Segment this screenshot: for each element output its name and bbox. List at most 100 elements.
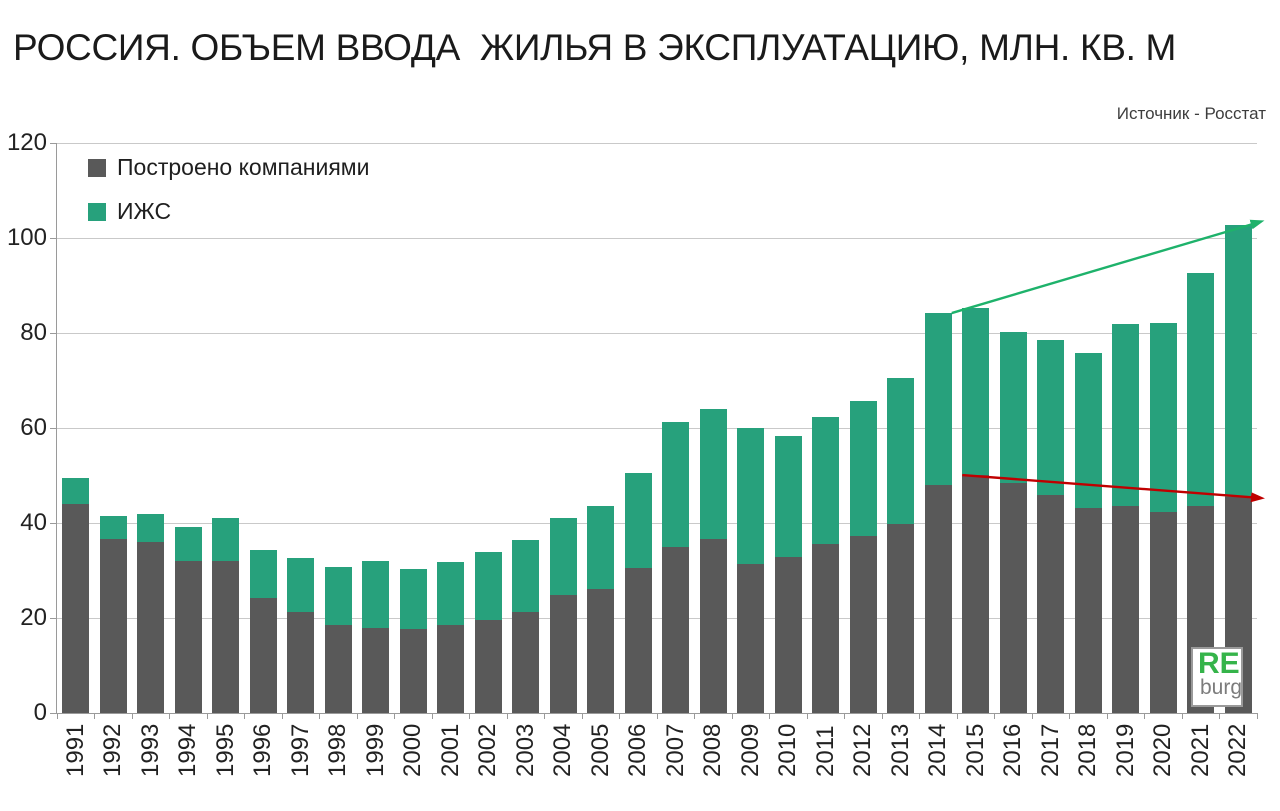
gridline-100 [57, 237, 1257, 239]
y-axis-label-40: 40 [20, 509, 47, 536]
x-tick-12 [506, 713, 508, 719]
x-axis-label-2012: 2012 [849, 723, 877, 777]
x-axis-label-2004: 2004 [549, 723, 577, 777]
bar-2015-companies [962, 475, 990, 713]
bar-2017-companies [1037, 494, 1065, 713]
x-tick-8 [356, 713, 358, 719]
bar-1993-companies [137, 541, 165, 713]
bar-2015-izhs [962, 307, 990, 475]
bar-2014-izhs [924, 313, 952, 485]
y-axis-label-120: 120 [6, 129, 47, 156]
bar-2011-izhs [812, 417, 840, 545]
x-tick-21 [844, 713, 845, 719]
reburg-logo: RE burg [1191, 647, 1243, 707]
x-tick-31 [1219, 713, 1220, 719]
bar-2012-companies [849, 535, 877, 713]
x-axis-label-2009: 2009 [736, 723, 764, 777]
bar-1994-izhs [174, 526, 202, 561]
x-axis-label-2015: 2015 [961, 723, 989, 777]
x-tick-23 [919, 713, 920, 719]
logo-text-burg: burg [1200, 676, 1243, 699]
bar-2010-companies [774, 556, 802, 713]
gridline-60 [57, 427, 1257, 429]
chart-title: РОССИЯ. ОБЪЕМ ВВОДА ЖИЛЬЯ В ЭКСПЛУАТАЦИЮ… [13, 27, 1177, 68]
x-tick-5 [244, 713, 245, 719]
x-axis-label-2006: 2006 [624, 723, 652, 777]
x-axis-label-2010: 2010 [774, 723, 802, 777]
bar-1998-companies [324, 624, 352, 713]
y-tick-60 [50, 427, 57, 429]
y-axis-label-60: 60 [20, 414, 47, 441]
x-axis-label-1995: 1995 [211, 723, 239, 777]
bar-1996-companies [249, 597, 277, 713]
bar-2019-companies [1112, 506, 1140, 713]
bar-2001-izhs [437, 562, 465, 625]
x-axis-label-2016: 2016 [999, 723, 1027, 777]
x-axis-label-1996: 1996 [249, 723, 277, 777]
y-tick-80 [50, 332, 57, 334]
y-tick-100 [50, 237, 57, 239]
gridline-120 [57, 142, 1257, 144]
x-axis-label-2001: 2001 [436, 723, 464, 777]
x-tick-28 [1106, 713, 1108, 719]
bar-1995-izhs [212, 518, 240, 561]
x-tick-2 [131, 713, 133, 719]
gridline-40 [57, 522, 1257, 524]
x-tick-20 [806, 713, 808, 719]
bar-1994-companies [174, 560, 202, 713]
y-axis-label-100: 100 [6, 224, 47, 251]
legend-swatch-izhs [88, 202, 106, 221]
bar-2000-companies [399, 628, 427, 713]
x-axis-label-2022: 2022 [1224, 723, 1252, 777]
bar-2008-companies [699, 538, 727, 713]
x-axis-label-1997: 1997 [286, 723, 314, 777]
x-axis-label-2002: 2002 [474, 723, 502, 777]
legend-label-companies: Построено компаниями [117, 154, 370, 180]
bar-2017-izhs [1037, 339, 1065, 495]
bar-2022-izhs [1224, 225, 1252, 497]
x-tick-27 [1069, 713, 1070, 719]
x-axis-label-2007: 2007 [661, 723, 689, 777]
x-axis-label-2011: 2011 [811, 725, 839, 777]
x-tick-14 [581, 713, 583, 719]
bar-2005-izhs [587, 505, 615, 590]
x-tick-7 [319, 713, 320, 719]
bar-2020-companies [1149, 511, 1177, 713]
x-tick-26 [1031, 713, 1033, 719]
bar-2013-companies [887, 523, 915, 713]
x-tick-1 [94, 713, 95, 719]
bar-2018-izhs [1074, 353, 1102, 508]
bar-2016-companies [999, 483, 1027, 713]
legend-item-companies: Построено компаниями [88, 156, 369, 179]
bar-2003-companies [512, 612, 540, 713]
bar-1991-izhs [62, 478, 90, 504]
bar-2020-izhs [1149, 322, 1177, 512]
x-axis-label-2000: 2000 [399, 723, 427, 777]
bar-2006-izhs [624, 472, 652, 568]
x-tick-17 [694, 713, 695, 719]
y-tick-120 [50, 142, 57, 144]
y-axis-label-0: 0 [33, 699, 47, 726]
bar-2004-companies [549, 594, 577, 713]
bar-1992-izhs [99, 515, 127, 540]
bar-2013-izhs [887, 378, 915, 524]
bar-2011-companies [812, 544, 840, 713]
bar-2008-izhs [699, 408, 727, 539]
bar-1995-companies [212, 561, 240, 713]
bar-1998-izhs [324, 567, 352, 625]
bar-1999-izhs [362, 561, 390, 628]
x-tick-9 [394, 713, 395, 719]
x-tick-6 [281, 713, 283, 719]
bar-2018-companies [1074, 507, 1102, 713]
legend-swatch-companies [88, 158, 106, 177]
y-tick-40 [50, 522, 57, 524]
x-axis-label-2008: 2008 [699, 723, 727, 777]
bar-1997-companies [287, 612, 315, 713]
bar-1997-izhs [287, 557, 315, 613]
x-tick-24 [956, 713, 958, 719]
x-axis-label-2017: 2017 [1036, 723, 1064, 777]
x-axis-label-1993: 1993 [136, 723, 164, 777]
gridline-20 [57, 617, 1257, 619]
x-tick-22 [881, 713, 883, 719]
bar-1993-izhs [137, 514, 165, 542]
